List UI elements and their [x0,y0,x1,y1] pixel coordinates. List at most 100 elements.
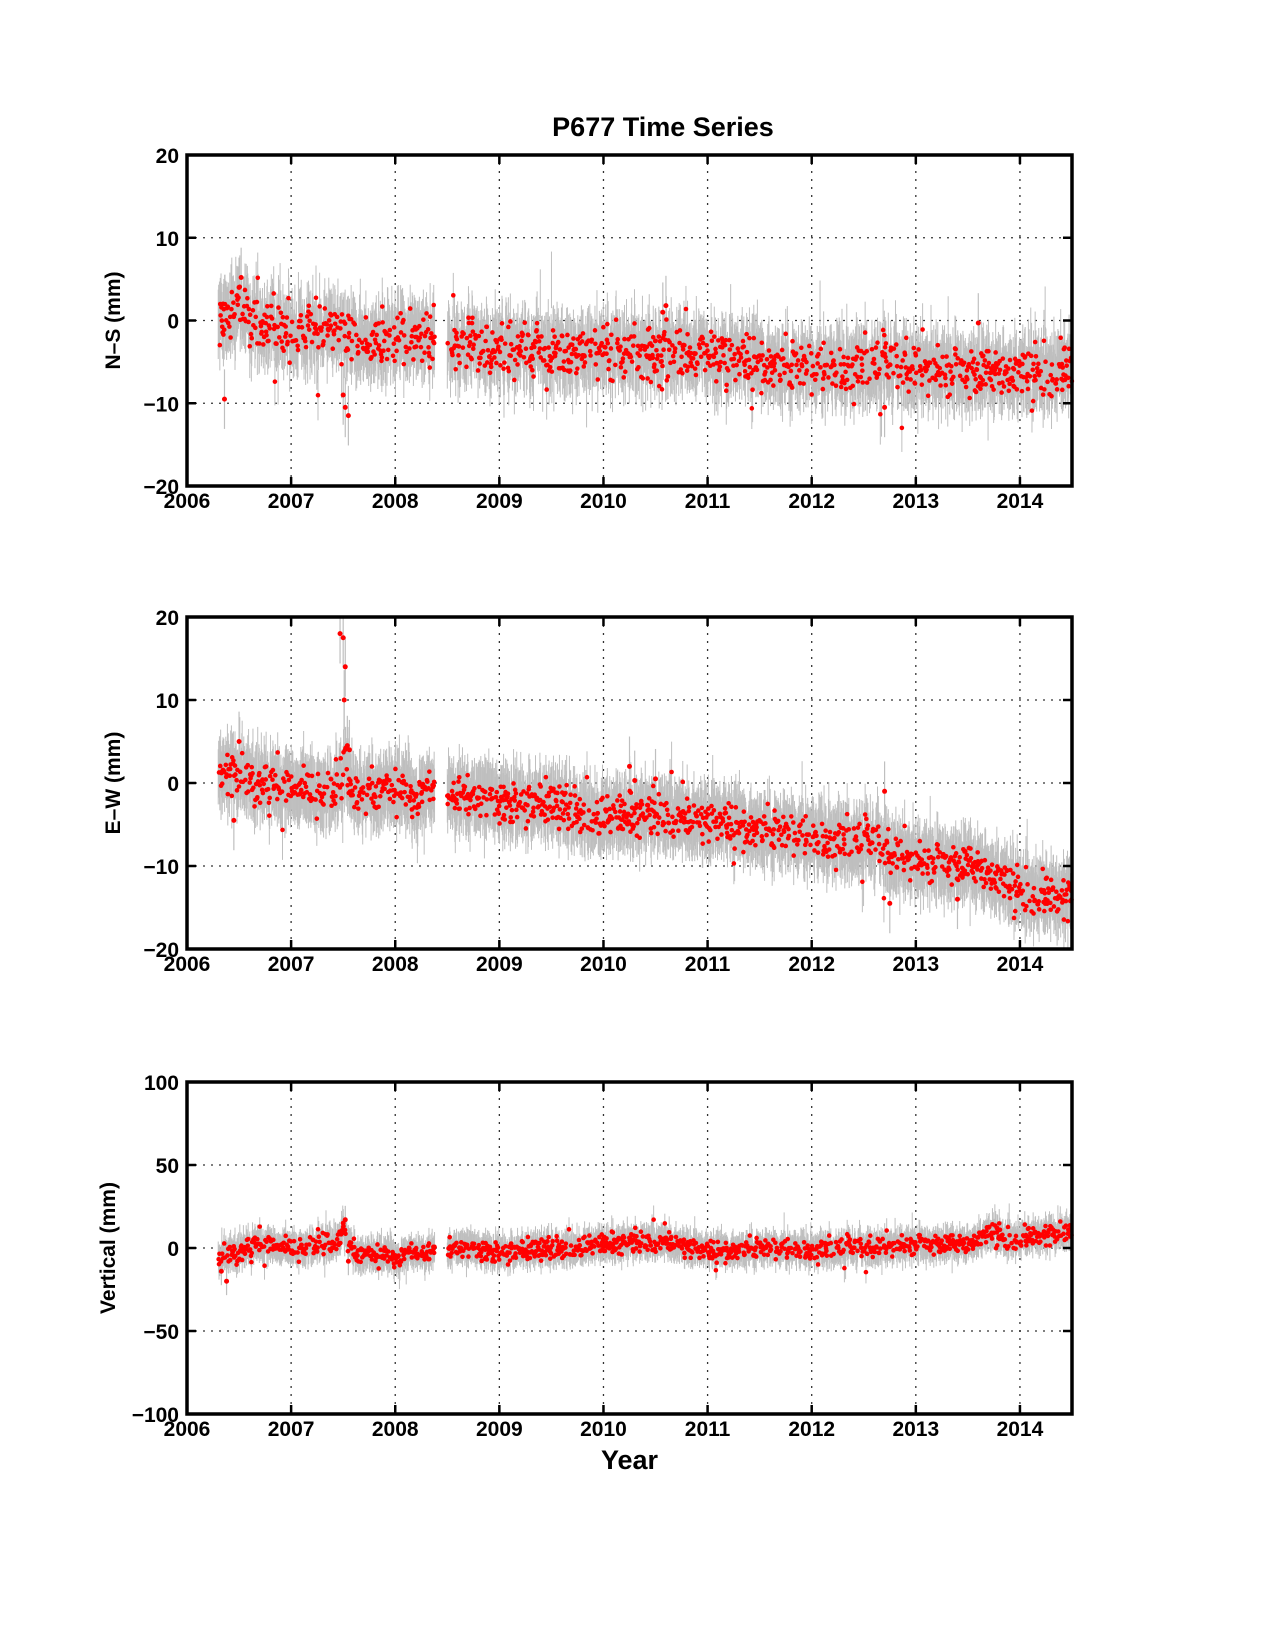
data-point [281,348,286,353]
data-point [900,426,905,431]
data-point [426,327,431,332]
data-point [765,357,770,362]
data-point [685,368,690,373]
data-point [366,349,371,354]
data-point [734,363,739,368]
data-point [829,351,834,356]
data-point [920,382,925,387]
data-point [679,354,684,359]
data-point [394,349,399,354]
data-point [402,333,407,338]
data-point [860,362,865,367]
data-point [903,352,908,357]
data-point [969,349,974,354]
data-point [580,339,585,344]
data-point [588,349,593,354]
data-point [846,356,851,361]
data-point [1016,370,1021,375]
data-point [457,344,462,349]
data-point [530,368,535,373]
data-point [343,321,348,326]
data-point [838,347,843,352]
data-point [850,384,855,389]
x-tick-labels: 2006 2007 2008 2009 2010 2011 2012 2013 2014 [164,490,1044,513]
data-point [965,377,970,382]
data-point [767,348,772,353]
data-point [809,392,814,397]
data-point [659,359,664,364]
data-point [649,380,654,385]
data-point [478,356,483,361]
data-point [859,356,864,361]
data-point [535,321,540,326]
data-point [661,347,666,352]
data-point [747,336,752,341]
data-point [865,380,870,385]
data-point [819,347,824,352]
data-point [813,377,818,382]
data-point [490,330,495,335]
data-point [537,339,542,344]
data-point [850,362,855,367]
data-point [763,370,768,375]
x-tick-label: 2011 [685,490,731,513]
data-point [1060,365,1065,370]
data-point [618,344,623,349]
data-point [231,300,236,305]
data-point [782,371,787,376]
data-point [599,341,604,346]
data-point [395,316,400,321]
data-point [622,337,627,342]
data-point [380,304,385,309]
data-point [1054,381,1059,386]
data-point [844,387,849,392]
data-point [794,363,799,368]
data-point [371,330,376,335]
data-point [376,321,381,326]
data-point [712,355,717,360]
data-point [565,333,570,338]
data-point [508,353,513,358]
data-point [801,381,806,386]
data-point [1042,338,1047,343]
data-point [426,345,431,350]
data-point [773,368,778,373]
data-point [298,319,303,324]
data-point [724,383,729,388]
data-point [408,306,413,311]
data-point [392,359,397,364]
data-point [891,371,896,376]
data-point [881,328,886,333]
data-point [614,317,619,322]
data-point [419,345,424,350]
data-point [899,365,904,370]
x-tick-label: 2007 [268,490,315,513]
data-point [913,381,918,386]
data-point [998,368,1003,373]
data-point [983,358,988,363]
data-point [228,335,233,340]
data-point [532,345,537,350]
data-point [589,337,594,342]
data-point [710,338,715,343]
data-point [246,320,251,325]
data-point [742,344,747,349]
data-point [522,355,527,360]
data-point [325,333,330,338]
data-point [284,331,289,336]
data-point [492,355,497,360]
data-point [632,334,637,339]
data-point [261,342,266,347]
data-point [1030,367,1035,372]
data-point [660,387,665,392]
data-point [877,367,882,372]
data-point [288,334,293,339]
data-point [243,288,248,293]
data-point [800,364,805,369]
data-point [912,346,917,351]
data-point [506,369,511,374]
data-point [629,355,634,360]
data-point [882,333,887,338]
